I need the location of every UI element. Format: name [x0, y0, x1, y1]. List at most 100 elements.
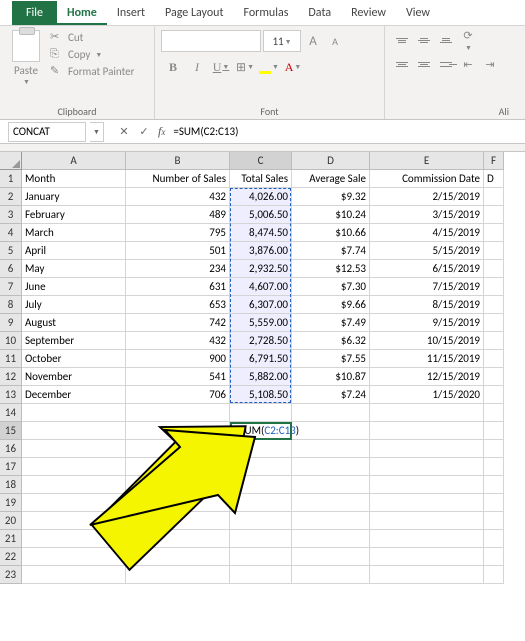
tab-data[interactable]: Data: [298, 2, 341, 25]
cell-B10[interactable]: 432: [126, 332, 230, 350]
cell-B20[interactable]: [126, 512, 230, 530]
cell-A5[interactable]: April: [22, 242, 126, 260]
paste-button[interactable]: Paste ▼: [6, 30, 46, 86]
font-color-button[interactable]: A▼: [281, 56, 305, 78]
align-left-button[interactable]: [391, 54, 413, 74]
cell-A10[interactable]: September: [22, 332, 126, 350]
cell-A6[interactable]: May: [22, 260, 126, 278]
cell-E17[interactable]: [370, 458, 484, 476]
row-header-7[interactable]: 7: [0, 278, 22, 296]
cell-A20[interactable]: [22, 512, 126, 530]
italic-button[interactable]: I: [185, 56, 209, 78]
cell-F23[interactable]: [484, 566, 504, 584]
cell-C11[interactable]: 6,791.50: [230, 350, 292, 368]
col-header-D[interactable]: D: [292, 152, 370, 170]
row-header-1[interactable]: 1: [0, 170, 22, 188]
format-painter-button[interactable]: ✎Format Painter: [50, 64, 134, 78]
cell-E12[interactable]: 12/15/2019: [370, 368, 484, 386]
cell-D1[interactable]: Average Sale: [292, 170, 370, 188]
row-header-10[interactable]: 10: [0, 332, 22, 350]
tab-formulas[interactable]: Formulas: [233, 2, 298, 25]
cell-E20[interactable]: [370, 512, 484, 530]
row-header-16[interactable]: 16: [0, 440, 22, 458]
cell-C14[interactable]: [230, 404, 292, 422]
font-name-select[interactable]: [161, 30, 261, 52]
cell-A15[interactable]: [22, 422, 126, 440]
cell-A12[interactable]: November: [22, 368, 126, 386]
tab-home[interactable]: Home: [57, 2, 107, 25]
bold-button[interactable]: B: [161, 56, 185, 78]
name-box[interactable]: CONCAT: [8, 122, 86, 142]
cell-D5[interactable]: $7.74: [292, 242, 370, 260]
tab-review[interactable]: Review: [341, 2, 396, 25]
cell-E15[interactable]: [370, 422, 484, 440]
cell-E14[interactable]: [370, 404, 484, 422]
tab-file[interactable]: File: [12, 1, 57, 25]
cell-F8[interactable]: [484, 296, 504, 314]
cell-B13[interactable]: 706: [126, 386, 230, 404]
cell-D21[interactable]: [292, 530, 370, 548]
cell-A8[interactable]: July: [22, 296, 126, 314]
cell-D4[interactable]: $10.66: [292, 224, 370, 242]
col-header-B[interactable]: B: [126, 152, 230, 170]
cell-B15[interactable]: [126, 422, 230, 440]
col-header-A[interactable]: A: [22, 152, 126, 170]
cell-F20[interactable]: [484, 512, 504, 530]
cell-C4[interactable]: 8,474.50: [230, 224, 292, 242]
cell-E18[interactable]: [370, 476, 484, 494]
cell-B8[interactable]: 653: [126, 296, 230, 314]
cell-C7[interactable]: 4,607.00: [230, 278, 292, 296]
cell-B4[interactable]: 795: [126, 224, 230, 242]
cell-B11[interactable]: 900: [126, 350, 230, 368]
row-header-11[interactable]: 11: [0, 350, 22, 368]
cell-E13[interactable]: 1/15/2020: [370, 386, 484, 404]
cell-B12[interactable]: 541: [126, 368, 230, 386]
row-header-3[interactable]: 3: [0, 206, 22, 224]
cell-C21[interactable]: [230, 530, 292, 548]
cell-E21[interactable]: [370, 530, 484, 548]
cell-E19[interactable]: [370, 494, 484, 512]
row-header-23[interactable]: 23: [0, 566, 22, 584]
row-header-15[interactable]: 15: [0, 422, 22, 440]
cell-E11[interactable]: 11/15/2019: [370, 350, 484, 368]
formula-input[interactable]: =SUM(C2:C13): [169, 125, 238, 138]
cell-E3[interactable]: 3/15/2019: [370, 206, 484, 224]
orientation-button[interactable]: ⟳▼: [457, 30, 479, 50]
cell-A19[interactable]: [22, 494, 126, 512]
cell-C13[interactable]: 5,108.50: [230, 386, 292, 404]
cell-C9[interactable]: 5,559.00: [230, 314, 292, 332]
cell-D13[interactable]: $7.24: [292, 386, 370, 404]
cell-D3[interactable]: $10.24: [292, 206, 370, 224]
cell-A1[interactable]: Month: [22, 170, 126, 188]
cell-E9[interactable]: 9/15/2019: [370, 314, 484, 332]
border-button[interactable]: ⊞▼: [233, 56, 257, 78]
cell-C22[interactable]: [230, 548, 292, 566]
row-header-9[interactable]: 9: [0, 314, 22, 332]
cell-D17[interactable]: [292, 458, 370, 476]
cell-C5[interactable]: 3,876.00: [230, 242, 292, 260]
spreadsheet-grid[interactable]: ABCDEF1MonthNumber of SalesTotal SalesAv…: [0, 152, 525, 584]
cell-C15-editing[interactable]: =SUM(C2:C13): [230, 422, 292, 440]
cell-F16[interactable]: [484, 440, 504, 458]
cell-F15[interactable]: [484, 422, 504, 440]
align-right-button[interactable]: [435, 54, 457, 74]
cell-A9[interactable]: August: [22, 314, 126, 332]
cell-A2[interactable]: January: [22, 188, 126, 206]
cell-D6[interactable]: $12.53: [292, 260, 370, 278]
cell-F3[interactable]: [484, 206, 504, 224]
cell-F4[interactable]: [484, 224, 504, 242]
cell-C16[interactable]: [230, 440, 292, 458]
cell-C17[interactable]: [230, 458, 292, 476]
tab-page-layout[interactable]: Page Layout: [155, 2, 233, 25]
row-header-4[interactable]: 4: [0, 224, 22, 242]
cell-E22[interactable]: [370, 548, 484, 566]
copy-button[interactable]: ⎘Copy▼: [50, 47, 134, 61]
cell-C1[interactable]: Total Sales: [230, 170, 292, 188]
cell-D7[interactable]: $7.30: [292, 278, 370, 296]
cell-F21[interactable]: [484, 530, 504, 548]
underline-button[interactable]: U▼: [209, 56, 233, 78]
cell-D19[interactable]: [292, 494, 370, 512]
cell-C10[interactable]: 2,728.50: [230, 332, 292, 350]
cell-E1[interactable]: Commission Date: [370, 170, 484, 188]
cell-E10[interactable]: 10/15/2019: [370, 332, 484, 350]
